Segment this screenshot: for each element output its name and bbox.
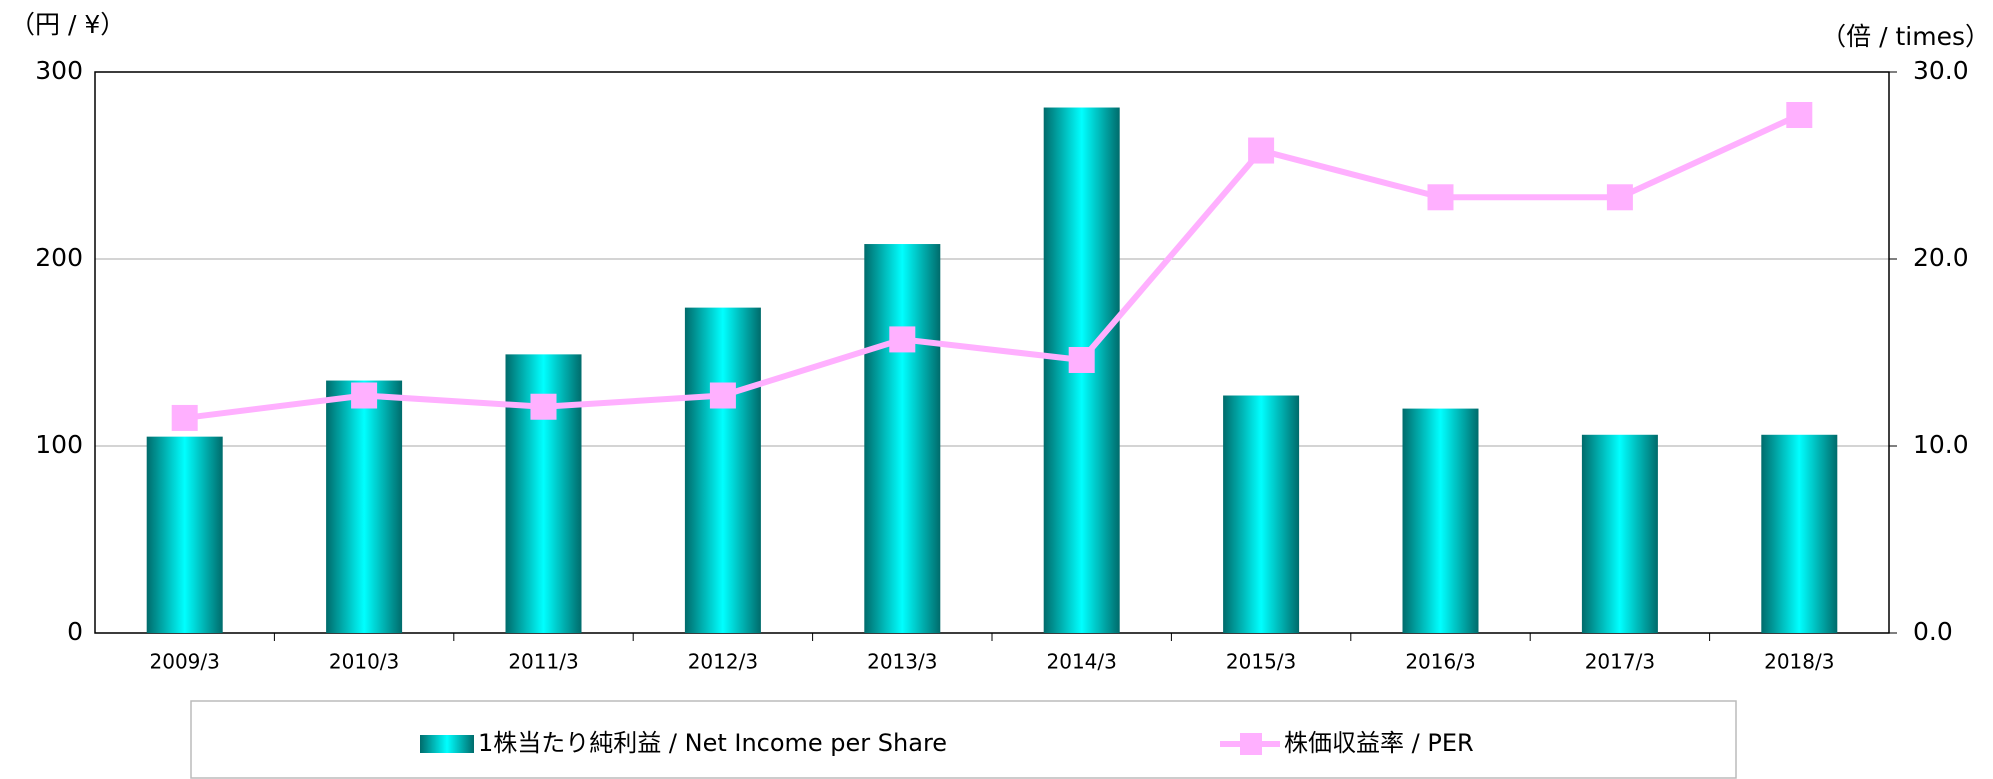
legend-swatch <box>420 735 474 753</box>
bar <box>864 244 941 634</box>
bar <box>326 380 403 633</box>
x-tick-label: 2015/3 <box>1226 650 1296 674</box>
bar <box>146 436 223 633</box>
y-axis-label: （円 / ¥） <box>10 10 125 39</box>
marker <box>530 393 557 420</box>
y2-tick-label: 20.0 <box>1913 243 1969 272</box>
x-tick-label: 2013/3 <box>867 650 937 674</box>
marker <box>709 382 736 409</box>
x-tick-label: 2010/3 <box>329 650 399 674</box>
x-tick-label: 2011/3 <box>508 650 578 674</box>
legend-label: 1株当たり純利益 / Net Income per Share <box>478 729 947 757</box>
marker <box>1606 184 1633 211</box>
x-tick-label: 2009/3 <box>150 650 220 674</box>
marker <box>1248 137 1275 164</box>
y-tick-label: 200 <box>35 243 83 272</box>
bar <box>684 307 761 633</box>
y-tick-label: 100 <box>35 430 83 459</box>
legend-label: 株価収益率 / PER <box>1284 729 1474 757</box>
marker <box>171 404 198 431</box>
x-tick-label: 2017/3 <box>1585 650 1655 674</box>
y2-tick-label: 10.0 <box>1913 430 1969 459</box>
bar <box>1402 408 1479 633</box>
marker <box>351 382 378 409</box>
line <box>184 112 1801 421</box>
bar <box>1761 434 1838 633</box>
bar <box>1223 395 1300 633</box>
y2-tick-label: 30.0 <box>1913 56 1969 85</box>
marker <box>889 326 916 353</box>
y2-tick-label: 0.0 <box>1913 617 1953 646</box>
bar <box>1581 434 1658 633</box>
marker <box>1427 184 1454 211</box>
x-tick-label: 2018/3 <box>1764 650 1834 674</box>
marker <box>1786 102 1813 129</box>
x-tick-label: 2014/3 <box>1047 650 1117 674</box>
x-tick-label: 2016/3 <box>1405 650 1475 674</box>
x-tick-label: 2012/3 <box>688 650 758 674</box>
marker <box>1068 346 1095 373</box>
y-tick-label: 0 <box>67 617 83 646</box>
legend-swatch <box>1240 733 1262 755</box>
y2-axis-label: （倍 / times） <box>1821 22 1990 51</box>
y-tick-label: 300 <box>35 56 83 85</box>
